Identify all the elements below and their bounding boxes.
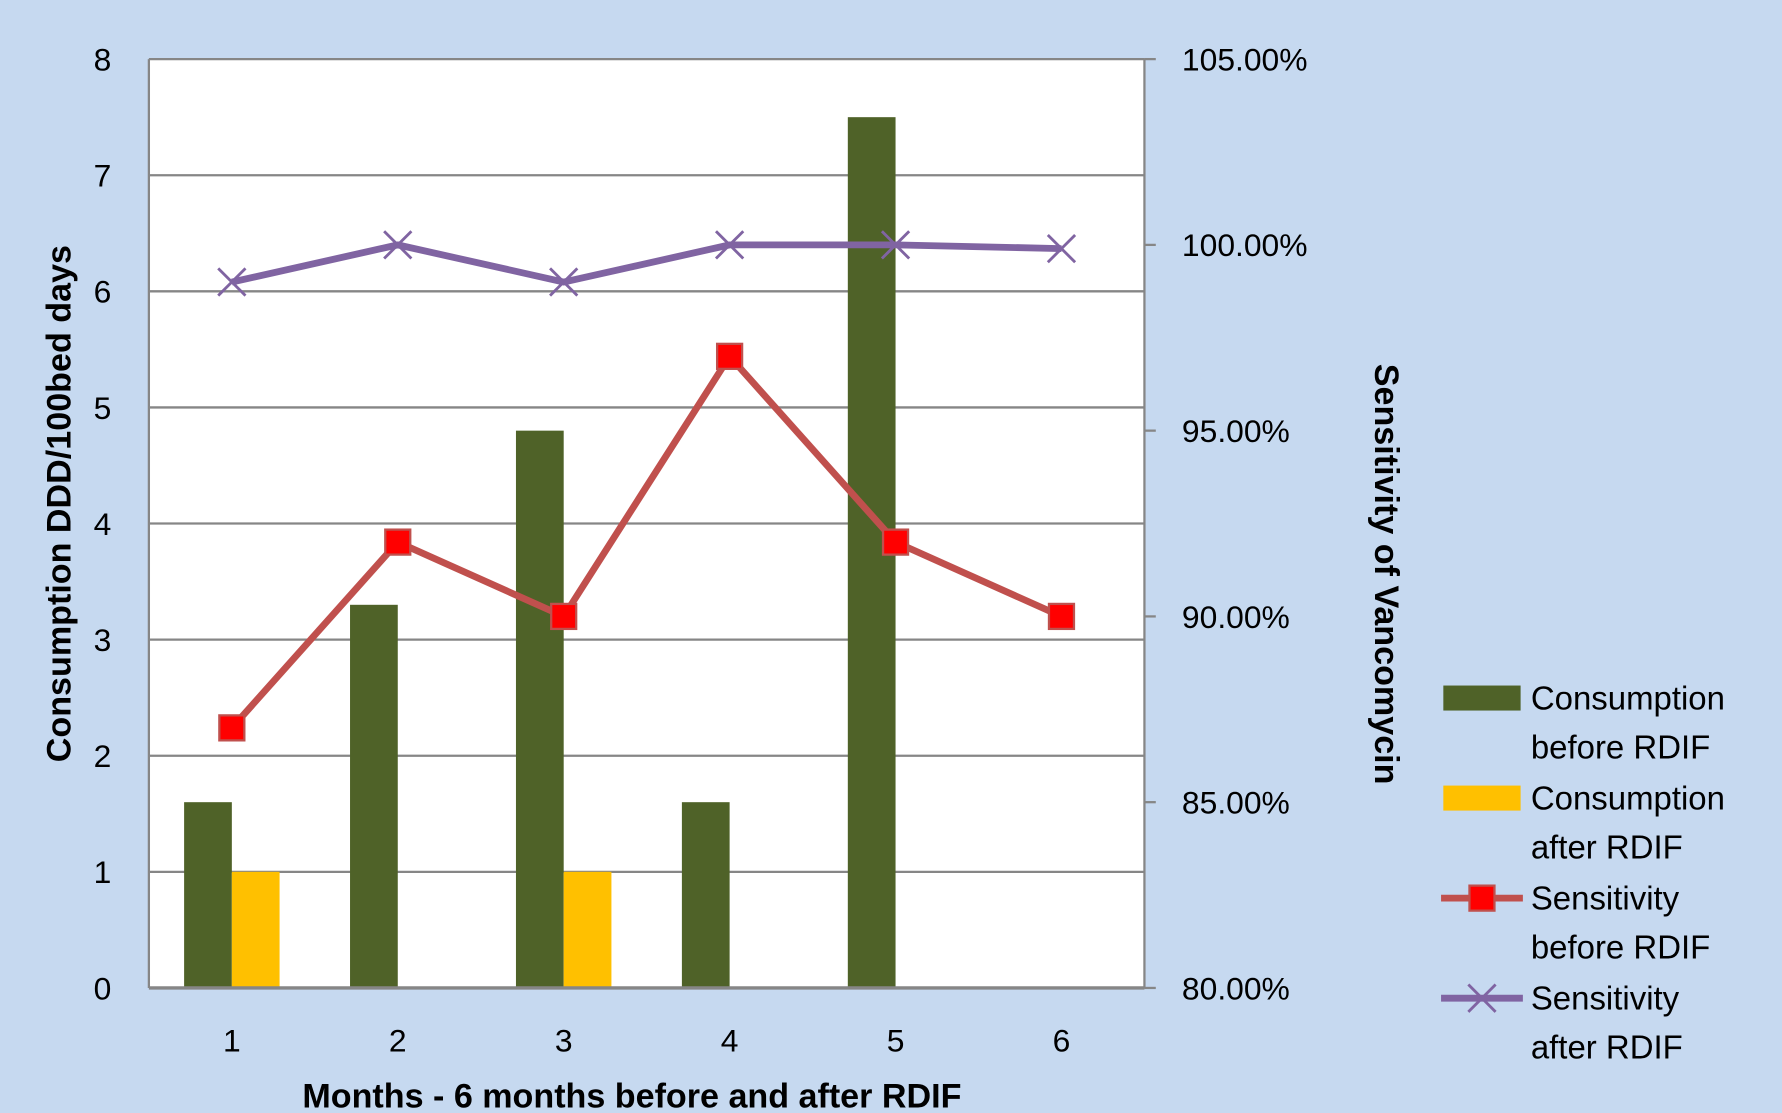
bar-consumption-before-rdif xyxy=(681,802,730,988)
legend-label: before RDIF xyxy=(1531,928,1710,965)
x-tick-label: 4 xyxy=(721,1023,739,1059)
y-axis-title: Consumption DDD/100bed days xyxy=(40,245,78,762)
x-tick-label: 5 xyxy=(887,1023,905,1059)
x-tick-label: 3 xyxy=(555,1023,573,1059)
y-tick-label: 8 xyxy=(94,41,112,77)
legend-marker xyxy=(1468,884,1496,912)
marker-sensitivity-after-rdif xyxy=(714,230,745,260)
bar-consumption-before-rdif xyxy=(350,604,398,988)
y-tick-label: 4 xyxy=(94,506,112,542)
y-tick-label: 3 xyxy=(94,622,112,658)
bar-consumption-after-rdif xyxy=(563,871,612,988)
bar-consumption-before-rdif xyxy=(515,430,564,988)
bar-consumption-after-rdif xyxy=(231,871,280,988)
y-tick-label: 7 xyxy=(94,158,112,194)
y-tick-label: 5 xyxy=(94,390,112,426)
y-tick-label: 0 xyxy=(94,970,112,1006)
legend-marker xyxy=(1467,983,1497,1013)
legend-label: after RDIF xyxy=(1531,828,1683,865)
marker-sensitivity-before-rdif xyxy=(550,602,578,631)
marker-sensitivity-after-rdif xyxy=(549,267,579,297)
legend-label: Sensitivity xyxy=(1531,879,1680,916)
marker-sensitivity-before-rdif xyxy=(1047,602,1076,631)
legend-swatch xyxy=(1443,685,1521,711)
marker-sensitivity-before-rdif xyxy=(715,342,744,370)
x-tick-label: 1 xyxy=(223,1023,241,1059)
marker-sensitivity-after-rdif xyxy=(880,230,911,260)
line-sensitivity-after-rdif xyxy=(231,241,1062,286)
x-tick-label: 2 xyxy=(389,1023,407,1059)
legend-label: Sensitivity xyxy=(1531,980,1680,1017)
y2-tick-label: 95.00% xyxy=(1182,413,1290,449)
marker-sensitivity-before-rdif xyxy=(881,528,910,556)
line-sensitivity-before-rdif xyxy=(229,352,1063,731)
y2-tick-label: 85.00% xyxy=(1182,785,1290,821)
legend-label: Consumption xyxy=(1531,679,1725,716)
y2-tick-label: 100.00% xyxy=(1182,227,1308,263)
legend: Consumption before RDIF Consumption after R… xyxy=(1441,679,1725,1065)
legend-swatch xyxy=(1443,785,1521,811)
y2-tick-label: 80.00% xyxy=(1182,970,1290,1006)
legend-label: before RDIF xyxy=(1531,728,1710,765)
y-tick-label: 2 xyxy=(94,738,112,774)
bar-consumption-before-rdif xyxy=(184,802,232,988)
y-tick-label: 1 xyxy=(94,854,112,890)
marker-sensitivity-after-rdif xyxy=(1046,233,1077,264)
marker-sensitivity-after-rdif xyxy=(217,267,247,297)
x-tick-label: 6 xyxy=(1053,1023,1071,1059)
marker-sensitivity-before-rdif xyxy=(384,528,412,556)
x-axis-title: Months - 6 months before and after RDIF xyxy=(302,1077,961,1113)
y2-tick-label: 105.00% xyxy=(1182,41,1308,77)
legend-label: after RDIF xyxy=(1531,1028,1683,1065)
y2-tick-label: 90.00% xyxy=(1182,599,1290,635)
marker-sensitivity-after-rdif xyxy=(383,230,413,260)
y-tick-label: 6 xyxy=(94,274,112,310)
marker-sensitivity-before-rdif xyxy=(218,714,246,742)
legend-label: Consumption xyxy=(1531,779,1725,816)
y2-axis-title: Sensitivity of Vancomycin xyxy=(1367,364,1405,785)
